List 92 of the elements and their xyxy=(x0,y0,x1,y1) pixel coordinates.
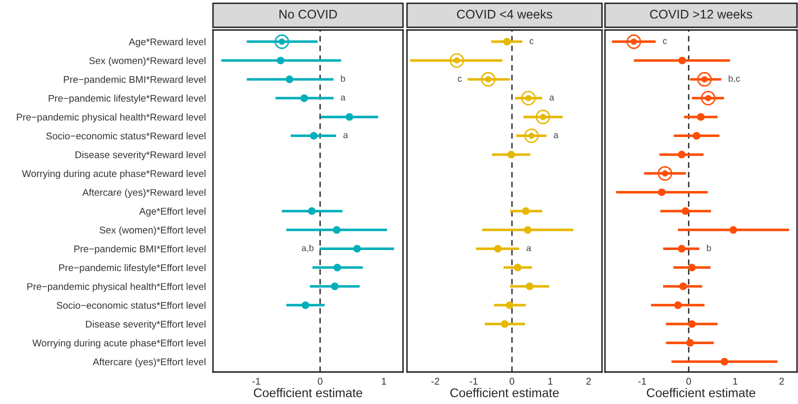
y-tick-label: Age*Reward level xyxy=(128,38,206,48)
point xyxy=(730,226,738,234)
y-tick-label: Worrying during acute phase*Effort level xyxy=(32,339,206,348)
point xyxy=(524,128,539,144)
annotation: a xyxy=(554,133,558,138)
y-tick-label: Socio−economic status*Effort level xyxy=(56,302,206,309)
point xyxy=(308,207,316,215)
annotation: c xyxy=(458,76,462,82)
point xyxy=(450,53,464,68)
chart-title: COVID >12 weeks xyxy=(650,9,752,19)
point xyxy=(330,282,339,290)
y-tick-label: Worrying during acute phase*Reward level xyxy=(22,170,206,179)
point xyxy=(276,56,284,64)
x-tick-label: 0 xyxy=(686,378,692,385)
point xyxy=(658,166,672,181)
annotation: a xyxy=(550,96,554,101)
x-tick-label: 0 xyxy=(318,378,322,385)
point xyxy=(526,282,534,290)
x-axis-title: Coefficient estimate xyxy=(254,388,362,398)
point xyxy=(494,244,502,253)
point xyxy=(500,320,508,328)
x-tick-label: -2 xyxy=(431,378,440,385)
x-tick-label: 2 xyxy=(586,378,591,385)
y-tick-label: Pre−pandemic BMI*Effort level xyxy=(74,245,206,254)
y-tick-label: Pre−pandemic lifestyle*Effort level xyxy=(59,264,206,274)
point xyxy=(346,113,354,121)
point xyxy=(700,90,716,106)
point xyxy=(514,264,522,272)
point xyxy=(682,207,690,215)
y-tick-label: Socio−economic status*Reward level xyxy=(46,132,206,140)
y-tick-label: Disease severity*Effort level xyxy=(86,320,206,330)
y-tick-label: Age*Effort level xyxy=(139,208,206,217)
x-tick-label: 0 xyxy=(510,378,514,385)
point xyxy=(310,132,318,140)
point xyxy=(686,339,694,347)
annotation: c xyxy=(530,39,534,44)
y-tick-label: Sex (women)*Effort level xyxy=(100,226,206,236)
point xyxy=(692,132,700,140)
y-tick-label: Sex (women)*Reward level xyxy=(89,56,206,66)
x-tick-label: -1 xyxy=(252,378,260,385)
point xyxy=(696,113,705,121)
point xyxy=(674,301,682,309)
x-tick-label: -1 xyxy=(638,378,646,385)
point xyxy=(274,34,290,49)
y-tick-label: Disease severity*Reward level xyxy=(76,151,206,160)
x-tick-label: 1 xyxy=(548,378,553,385)
x-tick-label: 1 xyxy=(733,378,738,385)
y-tick-label: Pre−pandemic BMI*Reward level xyxy=(64,76,206,85)
point xyxy=(334,264,342,272)
point xyxy=(626,34,642,49)
chart-title: COVID <4 weeks xyxy=(457,9,552,19)
point xyxy=(302,301,310,309)
point xyxy=(679,282,687,290)
annotation: b xyxy=(341,75,346,82)
annotation: a xyxy=(526,246,532,252)
point xyxy=(678,56,686,64)
y-tick-label: Pre−pandemic physical health*Reward level xyxy=(16,113,206,122)
annotation: a xyxy=(343,133,348,138)
annotation: a,b xyxy=(302,244,314,252)
point xyxy=(678,244,686,253)
point xyxy=(658,188,666,196)
point xyxy=(506,301,514,309)
point xyxy=(678,150,686,158)
point xyxy=(536,110,550,124)
point xyxy=(688,320,696,328)
y-tick-label: Aftercare (yes)*Effort level xyxy=(92,358,206,368)
point xyxy=(353,244,361,253)
point xyxy=(521,90,536,106)
point xyxy=(522,207,530,215)
point xyxy=(480,72,496,87)
x-tick-label: 1 xyxy=(382,378,386,385)
y-tick-label: Aftercare (yes)*Reward level xyxy=(82,188,206,198)
y-tick-label: Pre−pandemic lifestyle*Reward level xyxy=(48,94,206,104)
point xyxy=(688,264,696,272)
x-axis-title: Coefficient estimate xyxy=(450,388,559,398)
y-tick-label: Pre−pandemic physical health*Effort level xyxy=(27,282,206,292)
x-axis-title: Coefficient estimate xyxy=(646,388,756,398)
x-tick-label: -1 xyxy=(470,378,478,385)
point xyxy=(503,38,511,46)
point xyxy=(697,72,712,87)
point xyxy=(332,226,340,234)
annotation: b xyxy=(706,244,711,252)
point xyxy=(720,358,728,366)
annotation: b,c xyxy=(728,75,740,83)
point xyxy=(286,76,294,84)
annotation: c xyxy=(663,39,667,44)
point xyxy=(507,150,516,158)
x-tick-label: 2 xyxy=(779,378,784,385)
point xyxy=(300,94,308,102)
chart-title: No COVID xyxy=(280,10,337,19)
annotation: a xyxy=(340,96,346,101)
point xyxy=(524,226,532,234)
